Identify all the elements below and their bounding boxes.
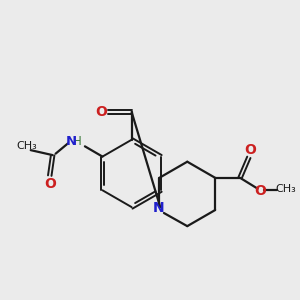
Text: N: N bbox=[66, 135, 77, 148]
Text: O: O bbox=[95, 105, 107, 119]
Text: O: O bbox=[44, 176, 56, 190]
Text: N: N bbox=[152, 201, 164, 215]
Text: O: O bbox=[244, 143, 256, 157]
Text: O: O bbox=[255, 184, 266, 198]
Text: CH₃: CH₃ bbox=[275, 184, 296, 194]
Text: CH₃: CH₃ bbox=[16, 141, 37, 151]
Text: H: H bbox=[73, 135, 82, 148]
